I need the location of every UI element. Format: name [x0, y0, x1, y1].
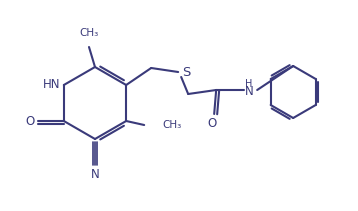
Text: N: N: [245, 84, 253, 97]
Text: HN: HN: [43, 77, 61, 91]
Text: O: O: [208, 116, 217, 130]
Text: CH₃: CH₃: [162, 120, 182, 130]
Text: H: H: [246, 79, 253, 89]
Text: N: N: [91, 168, 100, 180]
Text: CH₃: CH₃: [79, 28, 98, 38]
Text: S: S: [182, 65, 190, 78]
Text: O: O: [25, 115, 34, 127]
